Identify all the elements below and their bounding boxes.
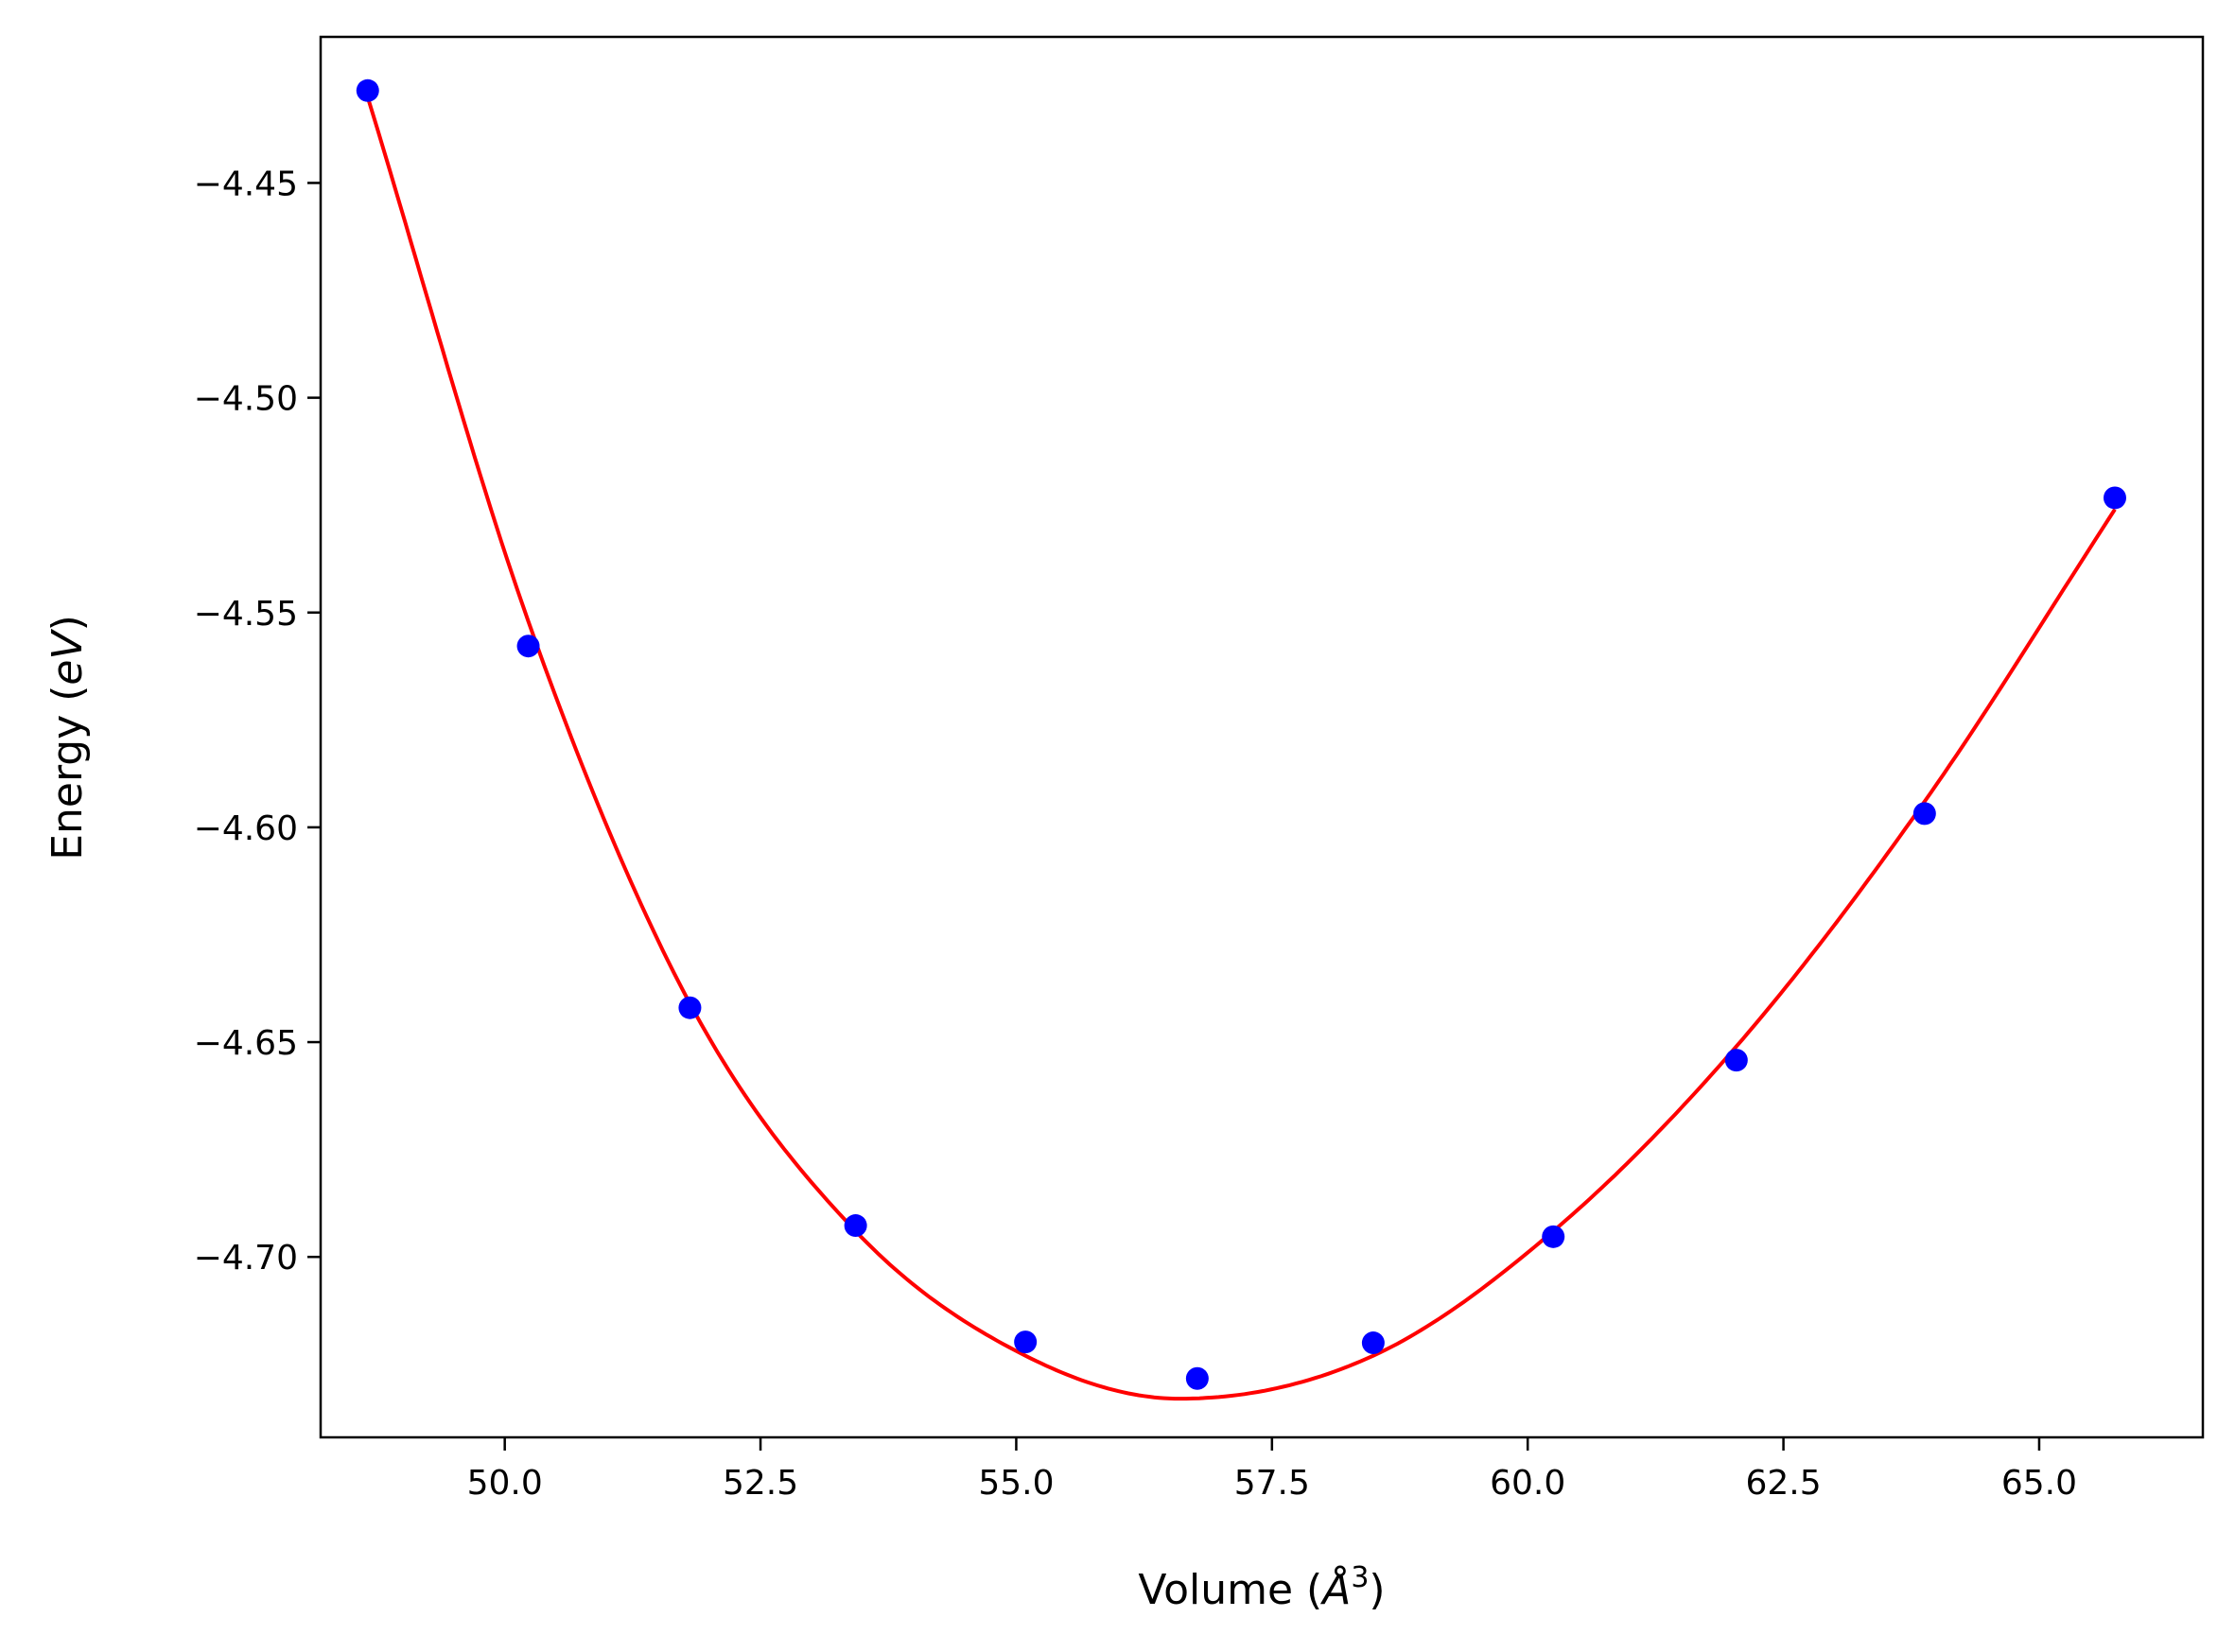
x-axis-ticks: 50.0 52.5 55.0 57.5 60.0 62.5 65.0 (467, 1437, 2077, 1503)
x-tick-label: 50.0 (467, 1464, 543, 1503)
fit-curve-layer (365, 96, 2117, 1401)
x-tick-label: 65.0 (2001, 1464, 2077, 1503)
y-axis-label-unit: eV (44, 629, 92, 686)
x-axis-label-unit: Å (1319, 1564, 1351, 1614)
x-axis-label-exponent: 3 (1351, 1561, 1369, 1594)
data-point (678, 996, 702, 1019)
x-tick-label: 55.0 (978, 1464, 1054, 1503)
plot-frame (319, 35, 2205, 1439)
data-point (2103, 486, 2126, 510)
data-point (356, 78, 379, 102)
data-point (1014, 1330, 1038, 1354)
x-axis-label-close: ) (1369, 1566, 1385, 1614)
fit-curve (365, 96, 2117, 1401)
x-tick-label: 60.0 (1490, 1464, 1565, 1503)
y-axis-label: Energy (eV) (44, 615, 92, 861)
y-axis-label-close: ) (44, 615, 92, 631)
data-point (1912, 802, 1936, 826)
x-tick-label: 62.5 (1745, 1464, 1821, 1503)
data-point (844, 1214, 867, 1238)
y-tick-label: −4.60 (194, 809, 298, 848)
x-tick-label: 52.5 (723, 1464, 798, 1503)
data-point (1724, 1049, 1748, 1072)
y-tick-label: −4.50 (194, 380, 298, 419)
x-tick-label: 57.5 (1234, 1464, 1310, 1503)
data-point (1361, 1331, 1385, 1355)
y-tick-label: −4.70 (194, 1239, 298, 1278)
data-points-layer (356, 78, 2126, 1390)
data-point (516, 635, 540, 658)
y-axis-ticks: −4.45 −4.50 −4.55 −4.60 −4.65 −4.70 (194, 165, 321, 1278)
y-axis-label-text: Energy ( (44, 686, 92, 861)
x-axis-label-text: Volume ( (1138, 1566, 1322, 1614)
y-tick-label: −4.45 (194, 165, 298, 203)
y-tick-label: −4.65 (194, 1024, 298, 1063)
x-axis-label: Volume (Å3) (1138, 1561, 1385, 1614)
data-point (1542, 1225, 1565, 1248)
data-point (1185, 1366, 1209, 1390)
y-tick-label: −4.55 (194, 595, 298, 634)
